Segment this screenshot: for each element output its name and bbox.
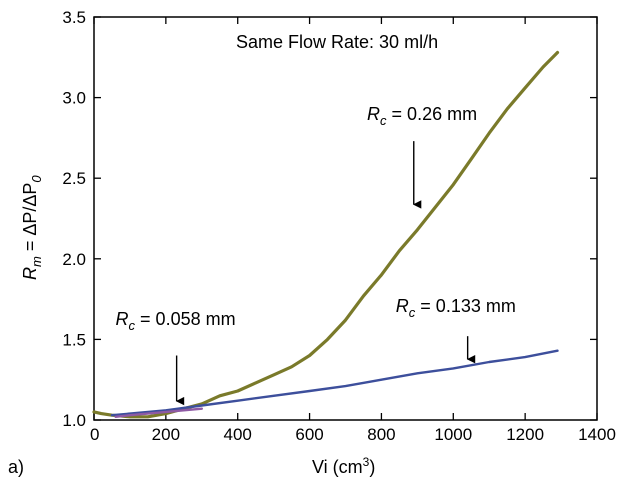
series-point [556, 349, 559, 352]
series-point [416, 228, 419, 231]
panel-label: a) [8, 457, 24, 477]
series-point [398, 249, 401, 252]
series-point [380, 274, 383, 276]
series-point [344, 319, 347, 321]
series-point [200, 407, 203, 410]
series-point [416, 372, 419, 375]
y-tick-label: 3.0 [62, 89, 86, 108]
series-point [236, 399, 239, 402]
series-point [129, 414, 131, 417]
series-point [146, 415, 149, 418]
annotation-label: Rc = 0.26 mm [367, 104, 477, 128]
series-point [344, 385, 347, 388]
series-point [272, 394, 275, 397]
series-point [326, 338, 329, 341]
series-point [380, 378, 383, 381]
series-point [434, 206, 437, 209]
series-line [92, 50, 560, 419]
series-point [556, 51, 559, 54]
series-point [272, 373, 275, 376]
annotation-layer: Rc = 0.26 mm Rc = 0.133 mm Rc = 0.058 mm [116, 104, 516, 406]
series-point [200, 404, 203, 407]
plot-frame [93, 16, 598, 421]
x-tick-label: 800 [367, 425, 395, 444]
y-tick-label: 1.5 [62, 330, 86, 349]
y-axis-label: Rm = ΔP/ΔP0 [20, 175, 44, 280]
series-point [290, 365, 293, 368]
series-point [524, 87, 527, 89]
series-point [100, 412, 103, 415]
series-point [470, 157, 473, 160]
series-point [308, 354, 311, 357]
series-point [164, 411, 167, 413]
series-point [488, 132, 491, 134]
x-tick-label: 600 [295, 425, 323, 444]
series-point [146, 412, 149, 415]
series-point [218, 394, 221, 397]
series-point [542, 66, 545, 68]
series-point [524, 356, 527, 359]
series-point [488, 361, 491, 363]
x-axis-ticks: 0 200 400 600 800 1000 1200 1400 [90, 17, 616, 444]
series-point [114, 415, 117, 418]
y-tick-label: 2.5 [62, 169, 86, 188]
series-line [110, 349, 559, 417]
x-tick-label: 0 [90, 425, 99, 444]
x-axis-label: Vi (cm3) [312, 455, 375, 477]
x-tick-label: 400 [224, 425, 252, 444]
y-tick-label: 1.0 [62, 411, 86, 430]
series-point [506, 107, 509, 110]
series-point [308, 390, 311, 392]
y-axis-ticks: 1.0 1.5 2.0 2.5 3.0 3.5 [62, 8, 597, 430]
series-point [254, 382, 257, 384]
series-point [362, 294, 365, 297]
y-tick-label: 2.0 [62, 250, 86, 269]
series-point [452, 367, 455, 370]
annotation-label: Rc = 0.058 mm [116, 309, 236, 333]
series-point [93, 411, 95, 413]
series-layer [92, 50, 560, 419]
series-point [452, 183, 455, 186]
series-point [111, 414, 113, 417]
chart-subtitle: Same Flow Rate: 30 ml/h [236, 32, 438, 52]
x-tick-label: 1400 [578, 425, 616, 444]
annotation-label: Rc = 0.133 mm [396, 296, 516, 320]
y-tick-label: 3.5 [62, 8, 86, 27]
x-tick-label: 200 [152, 425, 180, 444]
series-point [236, 390, 239, 392]
x-tick-label: 1000 [434, 425, 472, 444]
series-line [114, 407, 204, 418]
x-tick-label: 1200 [506, 425, 544, 444]
series-point [182, 409, 185, 412]
